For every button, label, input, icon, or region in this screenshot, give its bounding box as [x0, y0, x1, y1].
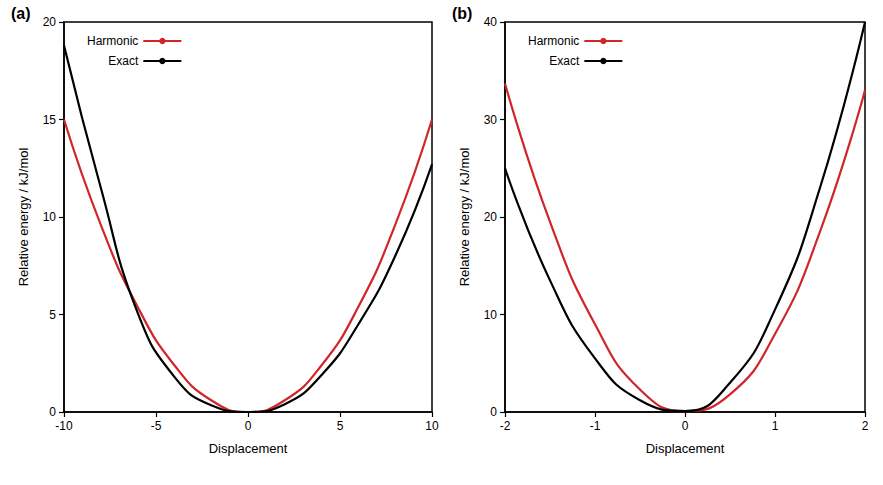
svg-text:15: 15 — [43, 113, 57, 127]
svg-text:Relative energy / kJ/mol: Relative energy / kJ/mol — [457, 148, 472, 287]
svg-text:30: 30 — [484, 113, 498, 127]
svg-text:10: 10 — [484, 308, 498, 322]
svg-text:1: 1 — [772, 419, 779, 433]
svg-text:20: 20 — [484, 210, 498, 224]
svg-text:Displacement: Displacement — [209, 441, 288, 456]
svg-text:0: 0 — [49, 405, 56, 419]
svg-text:2: 2 — [862, 419, 869, 433]
svg-text:5: 5 — [49, 308, 56, 322]
svg-text:40: 40 — [484, 15, 498, 29]
svg-text:5: 5 — [337, 419, 344, 433]
svg-text:Displacement: Displacement — [646, 441, 725, 456]
svg-text:-2: -2 — [500, 419, 511, 433]
svg-text:(a): (a) — [11, 5, 31, 22]
svg-text:0: 0 — [490, 405, 497, 419]
svg-text:0: 0 — [245, 419, 252, 433]
svg-text:Exact: Exact — [549, 54, 580, 68]
svg-text:10: 10 — [425, 419, 439, 433]
svg-text:Harmonic: Harmonic — [528, 34, 579, 48]
svg-text:Relative energy / kJ/mol: Relative energy / kJ/mol — [16, 148, 31, 287]
svg-text:0: 0 — [682, 419, 689, 433]
svg-text:Harmonic: Harmonic — [87, 34, 138, 48]
svg-text:-5: -5 — [151, 419, 162, 433]
svg-text:Exact: Exact — [108, 54, 139, 68]
svg-text:(b): (b) — [452, 5, 472, 22]
svg-text:-1: -1 — [590, 419, 601, 433]
svg-text:20: 20 — [43, 15, 57, 29]
svg-text:-10: -10 — [55, 419, 73, 433]
svg-text:10: 10 — [43, 210, 57, 224]
